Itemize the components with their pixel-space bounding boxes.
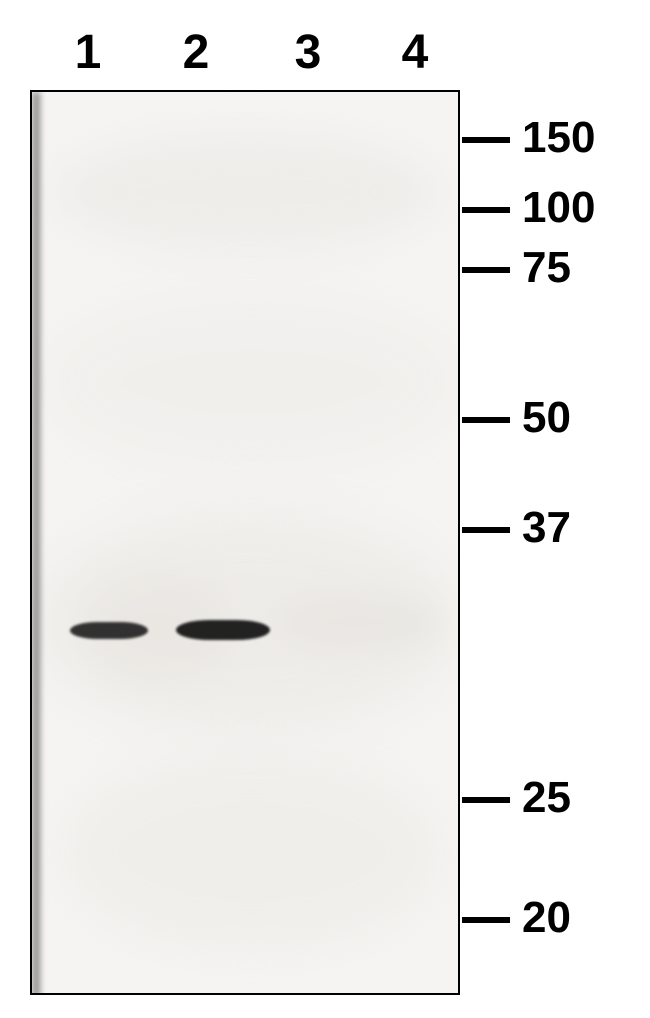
protein-band-lane-2 bbox=[176, 620, 270, 640]
marker-tick-100 bbox=[462, 207, 510, 213]
marker-tick-75 bbox=[462, 267, 510, 273]
western-blot-figure: 1 2 3 4 150 100 75 50 37 25 20 bbox=[0, 0, 650, 1018]
lane-label-4: 4 bbox=[402, 25, 429, 80]
marker-label-25: 25 bbox=[522, 773, 571, 823]
blot-surface bbox=[32, 92, 458, 993]
lane-label-1: 1 bbox=[75, 25, 102, 80]
blot-smudge bbox=[52, 132, 442, 252]
marker-label-150: 150 bbox=[522, 113, 595, 163]
blot-smudge bbox=[42, 292, 458, 472]
marker-tick-20 bbox=[462, 917, 510, 923]
blot-frame bbox=[30, 90, 460, 995]
lane-label-2: 2 bbox=[183, 25, 210, 80]
blot-smudge bbox=[62, 752, 442, 952]
marker-tick-25 bbox=[462, 797, 510, 803]
lane-label-3: 3 bbox=[295, 25, 322, 80]
marker-tick-150 bbox=[462, 137, 510, 143]
marker-label-20: 20 bbox=[522, 893, 571, 943]
marker-tick-50 bbox=[462, 417, 510, 423]
protein-band-lane-1 bbox=[70, 622, 148, 639]
marker-tick-37 bbox=[462, 527, 510, 533]
marker-label-75: 75 bbox=[522, 243, 571, 293]
blot-smudge bbox=[272, 592, 442, 652]
marker-label-100: 100 bbox=[522, 183, 595, 233]
marker-label-37: 37 bbox=[522, 503, 571, 553]
blot-dark-edge bbox=[32, 92, 41, 993]
marker-label-50: 50 bbox=[522, 393, 571, 443]
